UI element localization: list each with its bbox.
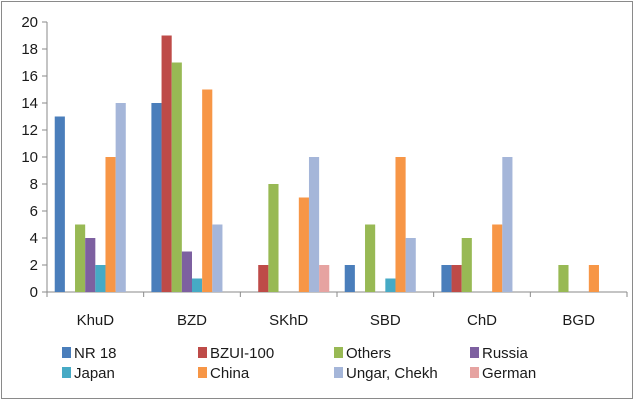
y-tick-label: 12 xyxy=(21,122,38,139)
legend-swatch xyxy=(62,367,71,378)
bar xyxy=(441,265,452,292)
bar xyxy=(258,265,269,292)
legend-swatch xyxy=(470,367,479,378)
bar xyxy=(54,116,65,292)
bar xyxy=(395,157,406,292)
legend-label: German xyxy=(482,365,536,382)
legend-label: NR 18 xyxy=(74,345,117,362)
bar xyxy=(181,251,192,292)
legend-label: China xyxy=(210,365,250,382)
bars xyxy=(54,35,599,292)
bar xyxy=(405,238,416,292)
bar xyxy=(161,35,172,292)
bar xyxy=(344,265,355,292)
y-tick-label: 4 xyxy=(30,230,38,247)
legend-label: Japan xyxy=(74,365,115,382)
bar xyxy=(319,265,330,292)
bar xyxy=(85,238,96,292)
y-tick-label: 8 xyxy=(30,176,38,193)
y-tick-label: 0 xyxy=(30,284,38,301)
y-tick-label: 10 xyxy=(21,149,38,166)
bar xyxy=(558,265,569,292)
bar xyxy=(588,265,599,292)
bar xyxy=(298,197,309,292)
x-category-label: BGD xyxy=(562,312,595,329)
bar xyxy=(202,89,213,292)
bar xyxy=(171,62,182,292)
y-tick-label: 20 xyxy=(21,14,38,31)
y-tick-label: 2 xyxy=(30,257,38,274)
y-tick-label: 14 xyxy=(21,95,38,112)
legend-swatch xyxy=(334,367,343,378)
bar xyxy=(502,157,513,292)
bar xyxy=(268,184,279,292)
legend-label: Ungar, Chekh xyxy=(346,365,438,382)
y-tick-label: 6 xyxy=(30,203,38,220)
bar xyxy=(192,278,203,292)
bar xyxy=(365,224,376,292)
legend-label: BZUI-100 xyxy=(210,345,274,362)
axes: 0 2 4 6 8 10 12 14 16 18 20 KhuD BZD SKhD SBD ChD BGD xyxy=(21,14,628,329)
bar xyxy=(95,265,106,292)
bar xyxy=(212,224,223,292)
bar xyxy=(115,103,126,292)
bar xyxy=(492,224,503,292)
legend-swatch xyxy=(334,347,343,358)
legend: NR 18 BZUI-100 Others Russia Japan China Ungar… xyxy=(62,345,536,382)
bar xyxy=(451,265,462,292)
y-tick-label: 16 xyxy=(21,68,38,85)
bar xyxy=(105,157,116,292)
bar xyxy=(461,238,472,292)
bar xyxy=(385,278,396,292)
bar xyxy=(151,103,162,292)
y-tick-label: 18 xyxy=(21,41,38,58)
legend-swatch xyxy=(198,367,207,378)
x-category-label: BZD xyxy=(177,312,207,329)
legend-swatch xyxy=(198,347,207,358)
bar xyxy=(75,224,86,292)
x-category-label: KhuD xyxy=(77,312,115,329)
legend-label: Russia xyxy=(482,345,529,362)
bar xyxy=(308,157,320,292)
x-category-label: ChD xyxy=(467,312,497,329)
x-category-label: SKhD xyxy=(269,312,308,329)
legend-swatch xyxy=(62,347,71,358)
legend-swatch xyxy=(470,347,479,358)
legend-label: Others xyxy=(346,345,391,362)
x-category-label: SBD xyxy=(370,312,401,329)
